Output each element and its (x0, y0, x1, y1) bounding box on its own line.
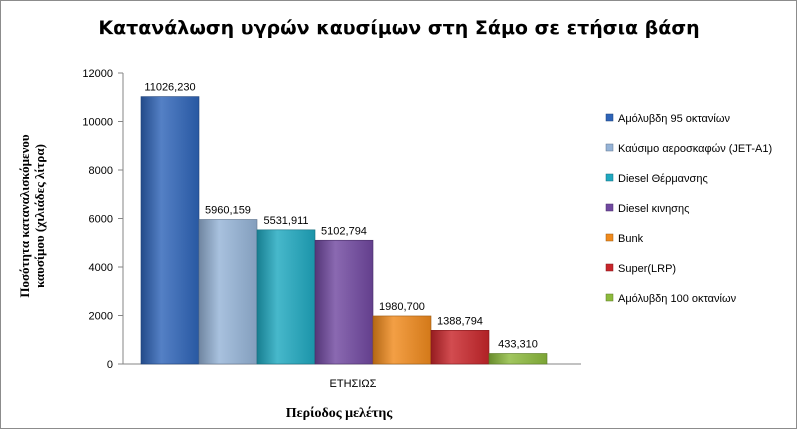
y-tick-label: 8000 (89, 165, 113, 177)
bar-series-1 (140, 96, 200, 365)
data-label-series-1: 11026,230 (144, 82, 195, 94)
y-tick-label: 2000 (89, 311, 113, 323)
legend-swatch-4 (605, 203, 614, 212)
legend-swatch-1 (605, 113, 614, 122)
legend-label-4: Diesel κινησης (618, 203, 689, 215)
legend-label-3: Diesel Θέρμανσης (618, 173, 708, 185)
data-labels: 11026,230 5960,159 5531,911 5102,794 1980,70… (144, 82, 537, 351)
y-ticks: 0 2000 4000 6000 8000 10000 12000 (82, 68, 123, 371)
bar-series-5 (372, 315, 432, 365)
bar-series-6 (430, 330, 490, 365)
legend-swatch-5 (605, 233, 614, 242)
legend-label-1: Αμόλυβδη 95 οκτανίων (618, 113, 730, 125)
bar-series-7 (488, 353, 548, 365)
data-label-series-3: 5531,911 (263, 215, 308, 227)
legend-label-2: Καύσιμο αεροσκαφών (JET-A1) (618, 143, 772, 155)
y-tick-label: 0 (107, 359, 113, 371)
legend-swatch-3 (605, 173, 614, 182)
data-label-series-5: 1980,700 (379, 301, 425, 313)
chart-title: Κατανάλωση υγρών καυσίμων στη Σάμο σε ετ… (98, 17, 699, 39)
y-tick-label: 4000 (89, 262, 113, 274)
y-axis-title-line-1: Ποσότητα καταναλισκόμενου (17, 134, 32, 298)
y-axis-title: Ποσότητα καταναλισκόμενου καυσίμου (χιλι… (17, 134, 47, 298)
data-label-series-2: 5960,159 (205, 204, 251, 216)
data-label-series-7: 433,310 (498, 338, 538, 350)
legend-label-7: Αμόλυβδη 100 οκτανίων (618, 293, 737, 305)
y-tick-label: 10000 (82, 117, 113, 129)
bar-series-3 (256, 229, 316, 365)
y-axis-title-line-2: καυσίμου (χιλιάδες λίτρα) (32, 144, 47, 288)
legend-label-6: Super(LRP) (618, 263, 676, 275)
legend-swatch-7 (605, 293, 614, 302)
y-tick-label: 6000 (89, 214, 113, 226)
x-axis-title: Περίοδος μελέτης (286, 406, 394, 421)
bar-series-2 (198, 219, 258, 365)
data-label-series-6: 1388,794 (437, 315, 483, 327)
y-tick-label: 12000 (82, 68, 113, 80)
legend-label-5: Bunk (618, 233, 644, 245)
x-tick-label: ΕΤΗΣΙΩΣ (330, 378, 377, 390)
bar-series-4 (314, 239, 374, 365)
legend: Αμόλυβδη 95 οκτανίων Καύσιμο αεροσκαφών (… (605, 113, 772, 305)
legend-swatch-2 (605, 143, 614, 152)
legend-swatch-6 (605, 263, 614, 272)
data-label-series-4: 5102,794 (321, 225, 367, 237)
bars (140, 96, 548, 365)
